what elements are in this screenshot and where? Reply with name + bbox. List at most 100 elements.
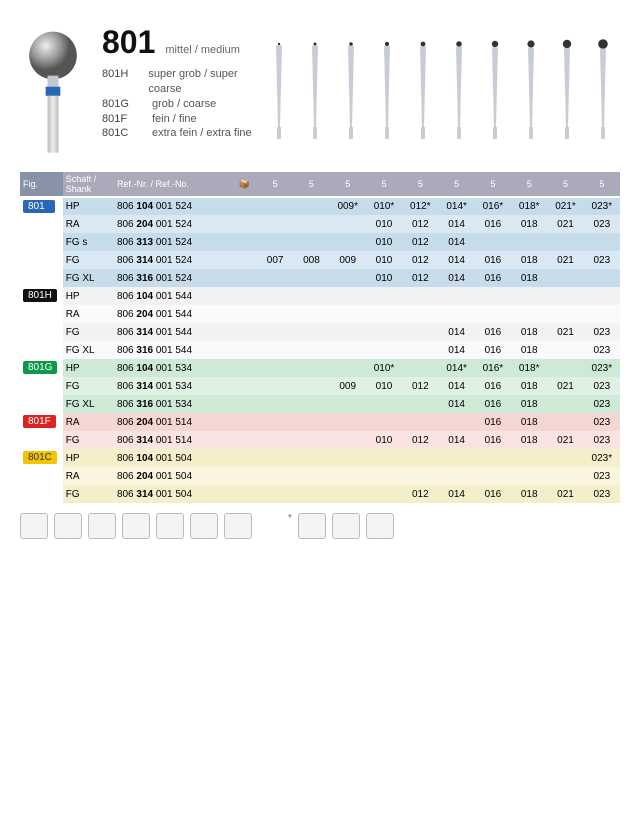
pack-cell [231,251,257,269]
size-table: Fig. Schaft / Shank Ref.-Nr. / Ref.-No. … [20,172,620,503]
size-cell [293,395,329,413]
pack-cell [231,341,257,359]
size-cell [438,467,474,485]
size-cell [584,233,620,251]
size-cell: 014 [438,251,474,269]
ref-cell: 806 316 001 544 [114,341,231,359]
variant-desc: super grob / super coarse [148,67,262,97]
size-cell: 023 [584,431,620,449]
size-cell: 009* [330,197,366,215]
mini-bur-icon [298,32,332,142]
size-cell [438,449,474,467]
size-cell [257,233,293,251]
size-cell [438,305,474,323]
shank-cell: RA [63,215,114,233]
size-col-4: 5 [402,172,438,197]
size-col-6: 5 [475,172,511,197]
size-cell: 021* [547,197,583,215]
group-tag: 801G [23,361,57,374]
size-cell [438,413,474,431]
ref-cell: 806 204 001 504 [114,467,231,485]
size-cell [257,467,293,485]
size-col-2: 5 [330,172,366,197]
shank-cell: HP [63,359,114,377]
size-cell [475,449,511,467]
group-tag: 801C [23,451,57,464]
footer-icon [366,513,394,539]
size-cell: 014 [438,215,474,233]
size-cell: 016 [475,215,511,233]
size-cell: 010 [366,431,402,449]
variant-desc: fein / fine [152,112,197,127]
size-cell: 010 [366,269,402,287]
table-row: 801GHP806 104 001 534010*014*016*018*023… [20,359,620,377]
footer-icon [156,513,184,539]
size-cell [257,431,293,449]
ref-cell: 806 316 001 524 [114,269,231,287]
size-cell [293,413,329,431]
size-cell [402,359,438,377]
size-cell [547,413,583,431]
pack-cell [231,233,257,251]
size-cell [366,287,402,305]
size-cell [330,233,366,251]
col-ref: Ref.-Nr. / Ref.-No. [114,172,231,197]
group-tag: 801H [23,289,57,302]
size-cell [402,413,438,431]
size-cell: 023 [584,485,620,503]
size-cell: 023 [584,395,620,413]
size-cell [293,287,329,305]
size-cell: 018 [511,323,547,341]
table-row: FG XL806 316 001 534014016018023 [20,395,620,413]
size-cell [366,467,402,485]
shank-cell: RA [63,305,114,323]
size-cell [402,467,438,485]
table-row: 801CHP806 104 001 504023* [20,449,620,467]
size-cell: 010 [366,377,402,395]
size-cell: 009 [330,251,366,269]
size-cell [257,359,293,377]
shank-cell: FG XL [63,269,114,287]
pack-cell [231,485,257,503]
size-cell [366,305,402,323]
product-illustration [20,24,86,164]
footer-icon [298,513,326,539]
product-subtitle: mittel / medium [165,44,240,56]
shank-cell: FG [63,251,114,269]
pack-cell [231,269,257,287]
size-cell [511,233,547,251]
size-cell: 016 [475,251,511,269]
size-cell [366,323,402,341]
col-pack: 📦 [231,172,257,197]
pack-cell [231,449,257,467]
size-cell: 014 [438,377,474,395]
variant-desc: grob / coarse [152,97,216,112]
pack-cell [231,305,257,323]
shank-cell: RA [63,467,114,485]
size-cell: 018 [511,431,547,449]
size-cell [475,305,511,323]
size-cell [257,287,293,305]
size-cell: 018 [511,485,547,503]
size-cell: 021 [547,485,583,503]
size-cell [475,287,511,305]
size-col-0: 5 [257,172,293,197]
footnote-star: * [288,513,292,524]
size-col-9: 5 [584,172,620,197]
size-cell: 023 [584,413,620,431]
col-fig: Fig. [20,172,63,197]
mini-bur-icon [586,32,620,142]
size-cell [547,233,583,251]
size-cell [293,269,329,287]
size-cell: 012 [402,233,438,251]
mini-bur-icon [550,32,584,142]
size-cell [257,197,293,215]
size-cell: 016 [475,485,511,503]
size-cell: 016 [475,323,511,341]
footer-icon [224,513,252,539]
size-cell [366,395,402,413]
size-cell [293,485,329,503]
size-cell: 016 [475,341,511,359]
table-row: FG XL806 316 001 544014016018023 [20,341,620,359]
size-cell: 016* [475,359,511,377]
